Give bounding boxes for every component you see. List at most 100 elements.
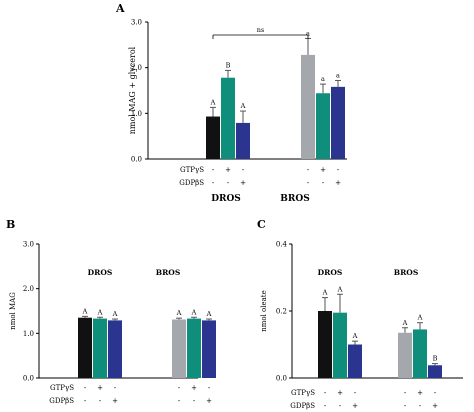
panel-c-y-tick-label: 0.0: [276, 375, 287, 383]
panel-a-significance-letter: B: [226, 61, 231, 69]
panel-a-label: A: [115, 2, 125, 15]
panel-c-treatment-symbol: +: [417, 389, 423, 397]
panel-a-treatment-label: GTPγS: [180, 166, 204, 174]
panel-c-significance-letter: A: [337, 285, 343, 293]
panel-c-treatment-symbol: -: [434, 389, 437, 397]
panel-b-significance-letter: A: [82, 307, 88, 315]
panel-b-significance-letter: A: [206, 310, 212, 318]
panel-b-significance-letter: A: [191, 308, 197, 316]
panel-a-treatment-symbol: +: [240, 179, 246, 187]
panel-a-bar: [221, 77, 235, 159]
panel-c-label: C: [257, 218, 266, 231]
panel-a-bar: [236, 122, 250, 159]
panel-c-treatment-symbol: -: [419, 402, 422, 410]
panel-b-treatment-symbol: -: [178, 384, 181, 392]
panel-b-y-tick-label: 3.0: [23, 241, 34, 249]
panel-a-significance-letter: a: [336, 71, 340, 79]
panel-b-treatment-symbol: -: [84, 397, 87, 405]
panel-a-bar: [316, 93, 330, 159]
panel-a-treatment-symbol: -: [242, 166, 245, 174]
panel-a-treatment-symbol: -: [307, 179, 310, 187]
panel-c-treatment-symbol: -: [404, 402, 407, 410]
panel-b-treatment-label: GTPγS: [50, 384, 74, 392]
panel-c-y-tick-label: 0.2: [276, 308, 287, 316]
panel-a-bar: [331, 86, 345, 159]
panel-c-bar: [333, 312, 347, 378]
panel-b-bar: [108, 320, 122, 378]
panel-a-treatment-symbol: +: [225, 166, 231, 174]
panel-b-treatment-symbol: +: [97, 384, 103, 392]
panel-b-treatment-symbol: -: [99, 397, 102, 405]
panel-c-group-label: DROS: [318, 268, 343, 277]
panel-a-y-tick-label: 0.0: [131, 156, 142, 164]
panel-a-bar: [301, 54, 315, 159]
panel-a-treatment-symbol: -: [212, 166, 215, 174]
panel-c-significance-letter: A: [402, 319, 408, 327]
panel-b-treatment-symbol: -: [84, 384, 87, 392]
panel-b-bar: [93, 318, 107, 378]
panel-b-treatment-symbol: -: [208, 384, 211, 392]
panel-b-bar: [202, 320, 216, 378]
panel-a-ns-label: ns: [257, 26, 265, 34]
panel-b-treatment-symbol: -: [193, 397, 196, 405]
panel-a-treatment-symbol: -: [307, 166, 310, 174]
panel-a-treatment-symbol: -: [322, 179, 325, 187]
panel-b-group-label: DROS: [88, 268, 113, 277]
panel-a-y-tick-label: 3.0: [131, 19, 142, 27]
panel-b-treatment-symbol: -: [178, 397, 181, 405]
panel-c-treatment-symbol: -: [324, 402, 327, 410]
panel-a-group-label: DROS: [211, 194, 241, 204]
panel-a-treatment-symbol: +: [335, 179, 341, 187]
panel-c-treatment-label: GTPγS: [291, 389, 315, 397]
panel-b-bar: [187, 318, 201, 378]
panel-c-significance-letter: A: [352, 332, 358, 340]
panel-c-treatment-symbol: -: [354, 389, 357, 397]
panel-c-treatment-symbol: +: [432, 402, 438, 410]
panel-a-treatment-symbol: -: [227, 179, 230, 187]
panel-a-treatment-symbol: +: [320, 166, 326, 174]
panel-c-bar: [348, 344, 362, 378]
panel-a-bar: [206, 116, 220, 159]
panel-c-bar: [428, 365, 442, 378]
panel-b-treatment-symbol: -: [114, 384, 117, 392]
panel-c-group-label: BROS: [394, 268, 419, 277]
panel-b-y-axis-label: nmol MAG: [9, 292, 17, 330]
panel-c-treatment-label: GDPβS: [290, 402, 315, 410]
panel-b-group-label: BROS: [156, 268, 181, 277]
panel-b-treatment-label: GDPβS: [49, 397, 74, 405]
panel-a-group-label: BROS: [280, 194, 309, 204]
panel-b-bar: [172, 319, 186, 378]
panel-c-bar: [318, 311, 332, 378]
panel-a-significance-letter: A: [210, 98, 216, 106]
panel-c-treatment-symbol: -: [404, 389, 407, 397]
panel-b-significance-letter: A: [97, 308, 103, 316]
panel-c-y-tick-label: 0.4: [276, 241, 288, 249]
panel-c-significance-letter: A: [322, 289, 328, 297]
panel-b-treatment-symbol: +: [206, 397, 212, 405]
panel-b-label: B: [6, 218, 15, 231]
panel-c-treatment-symbol: -: [324, 389, 327, 397]
panel-c-bar: [413, 329, 427, 378]
panel-a-y-axis-label: nmol MAG + glycerol: [128, 46, 137, 134]
panel-b-treatment-symbol: +: [191, 384, 197, 392]
panel-c-bar: [398, 332, 412, 378]
panel-b-treatment-symbol: +: [112, 397, 118, 405]
panel-c-treatment-symbol: -: [339, 402, 342, 410]
panel-b-y-tick-label: 0.0: [23, 375, 34, 383]
panel-a-treatment-symbol: -: [337, 166, 340, 174]
panel-c-y-axis-label: nmol oleate: [260, 290, 268, 332]
panel-b-bar: [78, 317, 92, 378]
panel-c-significance-letter: A: [417, 314, 423, 322]
panel-a-significance-letter: a: [321, 75, 325, 83]
panel-b-y-tick-label: 1.0: [23, 330, 34, 338]
panel-a-treatment-label: GDPβS: [179, 179, 204, 187]
panel-b-significance-letter: A: [176, 309, 182, 317]
panel-a-treatment-symbol: -: [212, 179, 215, 187]
panel-a-significance-letter: a: [306, 29, 310, 37]
panel-a-y-tick-label: 1.0: [131, 110, 142, 118]
panel-c-significance-letter: B: [433, 355, 438, 363]
panel-a-significance-letter: A: [240, 102, 246, 110]
panel-c-treatment-symbol: +: [352, 402, 358, 410]
panel-a-y-tick-label: 2.0: [131, 64, 142, 72]
